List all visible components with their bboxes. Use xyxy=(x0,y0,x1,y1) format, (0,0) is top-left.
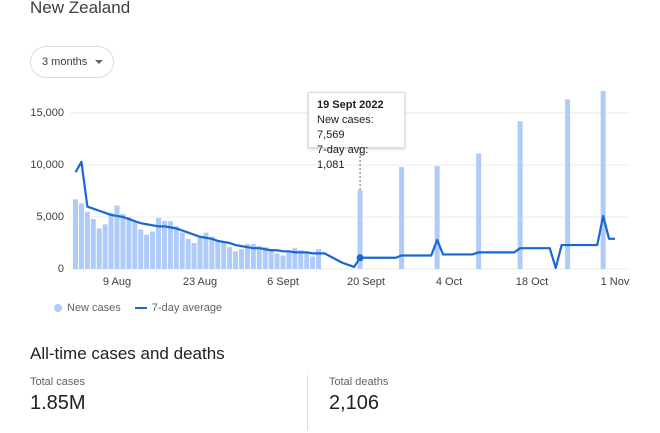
range-label: 3 months xyxy=(42,56,88,68)
bar xyxy=(215,239,221,269)
bar xyxy=(209,236,215,269)
bar xyxy=(244,244,250,269)
bar xyxy=(476,153,482,269)
x-tick-label: 1 Nov xyxy=(601,276,630,288)
bar xyxy=(310,256,316,269)
tooltip-date: 19 Sept 2022 xyxy=(317,99,384,111)
bar xyxy=(565,99,571,269)
bar xyxy=(399,167,405,269)
stat-label: Total cases xyxy=(30,376,86,388)
bar xyxy=(357,190,363,269)
stat: Total cases 1.85M xyxy=(30,376,86,415)
bar xyxy=(256,246,262,269)
y-tick-label: 15,000 xyxy=(30,107,64,119)
y-tick-label: 5,000 xyxy=(36,211,64,223)
x-tick-label: 9 Aug xyxy=(103,276,131,288)
bar xyxy=(434,165,440,269)
legend-label: 7-day average xyxy=(151,302,223,314)
bar xyxy=(161,221,167,269)
x-tick-label: 18 Oct xyxy=(516,276,548,288)
bar xyxy=(126,216,132,269)
bar xyxy=(221,241,227,269)
bar xyxy=(150,231,156,269)
x-tick-label: 20 Sept xyxy=(347,276,385,288)
bar xyxy=(96,228,102,269)
bar xyxy=(298,250,304,269)
bar xyxy=(132,221,138,269)
bar xyxy=(167,221,173,269)
y-tick-label: 10,000 xyxy=(30,159,64,171)
tooltip-line: 7-day avg: 1,081 xyxy=(317,144,369,171)
bar xyxy=(120,213,126,269)
bar xyxy=(90,219,96,269)
bar xyxy=(517,121,523,269)
x-tick-label: 6 Sept xyxy=(267,276,299,288)
legend-item: 7-day average xyxy=(134,302,223,314)
bar xyxy=(197,236,203,269)
bar xyxy=(233,251,239,269)
bar xyxy=(144,234,150,269)
bar xyxy=(250,244,256,269)
section-title: All-time cases and deaths xyxy=(30,344,225,363)
bar xyxy=(239,249,244,269)
bar xyxy=(316,249,322,269)
bar xyxy=(191,242,197,269)
bar xyxy=(262,247,268,269)
line xyxy=(74,160,615,270)
bar xyxy=(268,249,274,269)
x-tick-label: 4 Oct xyxy=(436,276,462,288)
bar xyxy=(292,248,298,269)
divider xyxy=(307,375,308,430)
bar xyxy=(274,253,280,269)
bar xyxy=(286,251,292,269)
x-tick-label: 23 Aug xyxy=(183,276,217,288)
bar xyxy=(304,252,310,269)
bar xyxy=(73,199,78,269)
bar xyxy=(78,203,84,269)
bar xyxy=(179,232,185,269)
page-title: New Zealand xyxy=(30,0,131,17)
bar xyxy=(203,232,209,269)
bar xyxy=(156,218,161,269)
bar xyxy=(114,205,120,269)
legend-swatch xyxy=(134,307,147,309)
tooltip: 19 Sept 2022 New cases: 7,569 7-day avg:… xyxy=(308,92,405,171)
tooltip-line: New cases: 7,569 xyxy=(317,114,374,141)
caret-icon xyxy=(95,60,104,64)
bar xyxy=(227,247,233,269)
y-tick-label: 0 xyxy=(58,263,64,275)
bar xyxy=(173,226,179,269)
bar xyxy=(185,238,191,269)
legend-label: New cases xyxy=(67,302,121,314)
legend-item: New cases xyxy=(54,302,121,314)
bar xyxy=(102,224,108,269)
bar xyxy=(138,229,144,269)
legend: New cases 7-day average xyxy=(54,302,222,314)
bar xyxy=(280,255,286,269)
range-dropdown[interactable]: 3 months xyxy=(30,46,114,78)
hover-dot xyxy=(356,254,364,262)
stat: Total deaths 2,106 xyxy=(329,376,388,415)
bar xyxy=(84,211,90,269)
stat-label: Total deaths xyxy=(329,376,389,388)
bar xyxy=(600,91,606,269)
bar xyxy=(108,212,114,269)
legend-swatch xyxy=(54,304,62,312)
stat-value: 1.85M xyxy=(30,392,86,414)
stat-value: 2,106 xyxy=(329,392,380,414)
